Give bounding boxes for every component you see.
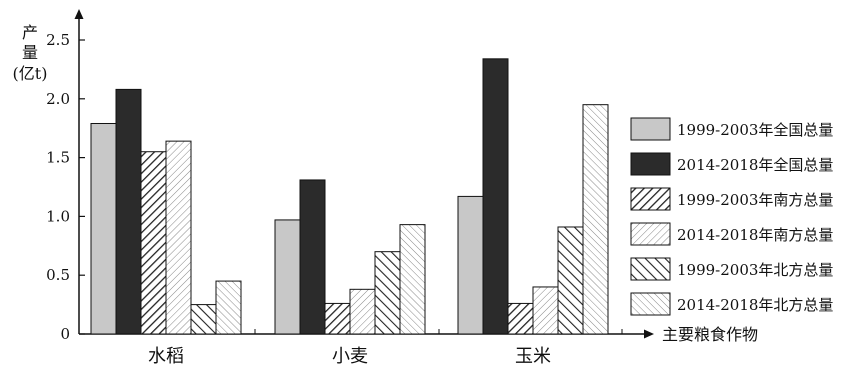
category-labels: 水稻 小麦 玉米 — [148, 329, 623, 367]
bar — [557, 226, 584, 335]
bar — [582, 104, 609, 335]
bar — [399, 224, 426, 335]
legend-swatch — [630, 117, 671, 141]
category-label: 玉米 — [515, 346, 551, 367]
y-axis-label-line-3: (亿t) — [13, 64, 48, 83]
bar — [190, 304, 217, 335]
legend-label: 2014-2018年南方总量 — [677, 226, 833, 244]
category-label: 水稻 — [148, 346, 184, 367]
legend-swatch — [630, 257, 671, 281]
bar — [349, 288, 376, 335]
legend-label: 1999-2003年南方总量 — [677, 191, 833, 209]
bar — [532, 286, 559, 335]
legend-swatch — [630, 187, 671, 211]
legend-label: 2014-2018年全国总量 — [677, 156, 833, 174]
y-axis-label-line-1: 产 — [22, 23, 38, 42]
y-tick-label: 2.0 — [46, 90, 70, 108]
legend-swatch — [630, 152, 671, 176]
y-tick-label: 1.5 — [46, 149, 70, 167]
y-axis-arrow — [74, 9, 84, 19]
legend-swatch — [630, 292, 671, 316]
bar — [507, 302, 534, 335]
bar — [140, 151, 167, 335]
category-label: 小麦 — [332, 346, 368, 367]
x-axis-label: 主要粮食作物 — [662, 325, 758, 344]
bar — [215, 280, 242, 335]
bars — [90, 58, 609, 335]
x-axis-arrow — [644, 329, 654, 339]
y-tick-label: 0 — [60, 325, 70, 343]
bar — [457, 195, 484, 335]
bar — [274, 219, 301, 335]
bar — [90, 122, 117, 335]
bar — [115, 88, 142, 335]
y-axis-label-line-2: 量 — [22, 43, 38, 62]
legend-swatch — [630, 222, 671, 246]
legend: 1999-2003年全国总量 2014-2018年全国总量 1999-2003年南方… — [630, 117, 833, 316]
bar — [324, 302, 351, 335]
bar — [165, 140, 192, 335]
y-tick-label: 2.5 — [46, 31, 70, 49]
y-ticks: 0 0.5 1.0 1.5 2.0 2.5 — [46, 31, 85, 343]
legend-label: 2014-2018年北方总量 — [677, 296, 833, 314]
legend-label: 1999-2003年全国总量 — [677, 121, 833, 139]
bar — [374, 251, 401, 335]
y-tick-label: 0.5 — [46, 266, 70, 284]
bar — [482, 58, 509, 335]
y-tick-label: 1.0 — [46, 207, 70, 225]
bar — [299, 179, 326, 335]
legend-label: 1999-2003年北方总量 — [677, 261, 833, 279]
